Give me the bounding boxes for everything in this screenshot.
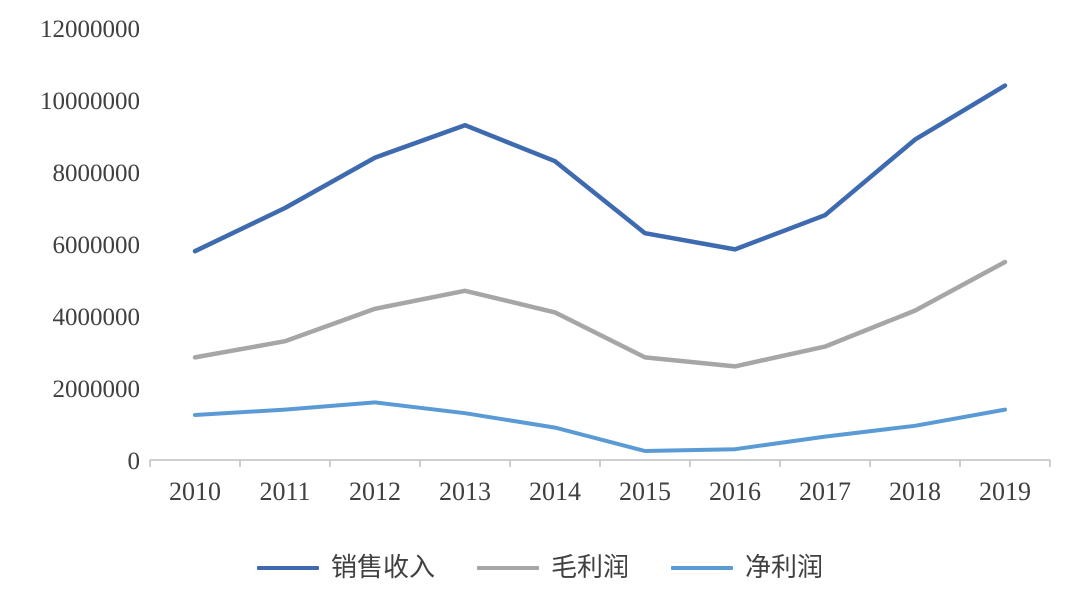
x-axis-category-label: 2011 bbox=[259, 477, 310, 506]
x-axis-category-label: 2012 bbox=[349, 477, 401, 506]
legend-item: 净利润 bbox=[671, 555, 823, 581]
legend-label: 销售收入 bbox=[330, 553, 435, 582]
x-axis-category-label: 2018 bbox=[889, 477, 941, 506]
x-axis-category-label: 2016 bbox=[709, 477, 761, 506]
legend-item: 毛利润 bbox=[476, 553, 629, 582]
y-axis-tick-label: 2000000 bbox=[53, 376, 141, 403]
x-axis-category-label: 2015 bbox=[619, 477, 671, 506]
y-axis-tick-label: 12000000 bbox=[40, 16, 140, 43]
legend-swatch-icon bbox=[671, 566, 733, 570]
legend-swatch-icon bbox=[476, 566, 539, 570]
chart-legend: 销售收入 毛利润 净利润 bbox=[0, 548, 1080, 588]
y-axis-tick-label: 10000000 bbox=[40, 88, 140, 115]
y-axis-tick-label: 8000000 bbox=[53, 160, 141, 187]
x-axis-category-label: 2013 bbox=[439, 477, 491, 506]
x-axis-category-label: 2010 bbox=[169, 477, 221, 506]
series-line-销售收入 bbox=[192, 83, 1008, 254]
legend-label: 毛利润 bbox=[550, 553, 629, 582]
x-axis-category-label: 2014 bbox=[529, 477, 581, 506]
legend-swatch-icon bbox=[256, 566, 319, 570]
x-axis-category-label: 2017 bbox=[799, 477, 851, 506]
legend-item: 销售收入 bbox=[256, 553, 435, 582]
legend-label: 净利润 bbox=[745, 553, 824, 582]
y-axis-tick-label: 0 bbox=[128, 448, 141, 475]
x-axis-category-label: 2019 bbox=[979, 477, 1031, 506]
y-axis-tick-label: 4000000 bbox=[53, 304, 141, 331]
series-line-毛利润 bbox=[192, 259, 1008, 369]
y-axis-tick-label: 6000000 bbox=[53, 232, 141, 259]
series-line-净利润 bbox=[193, 400, 1007, 453]
